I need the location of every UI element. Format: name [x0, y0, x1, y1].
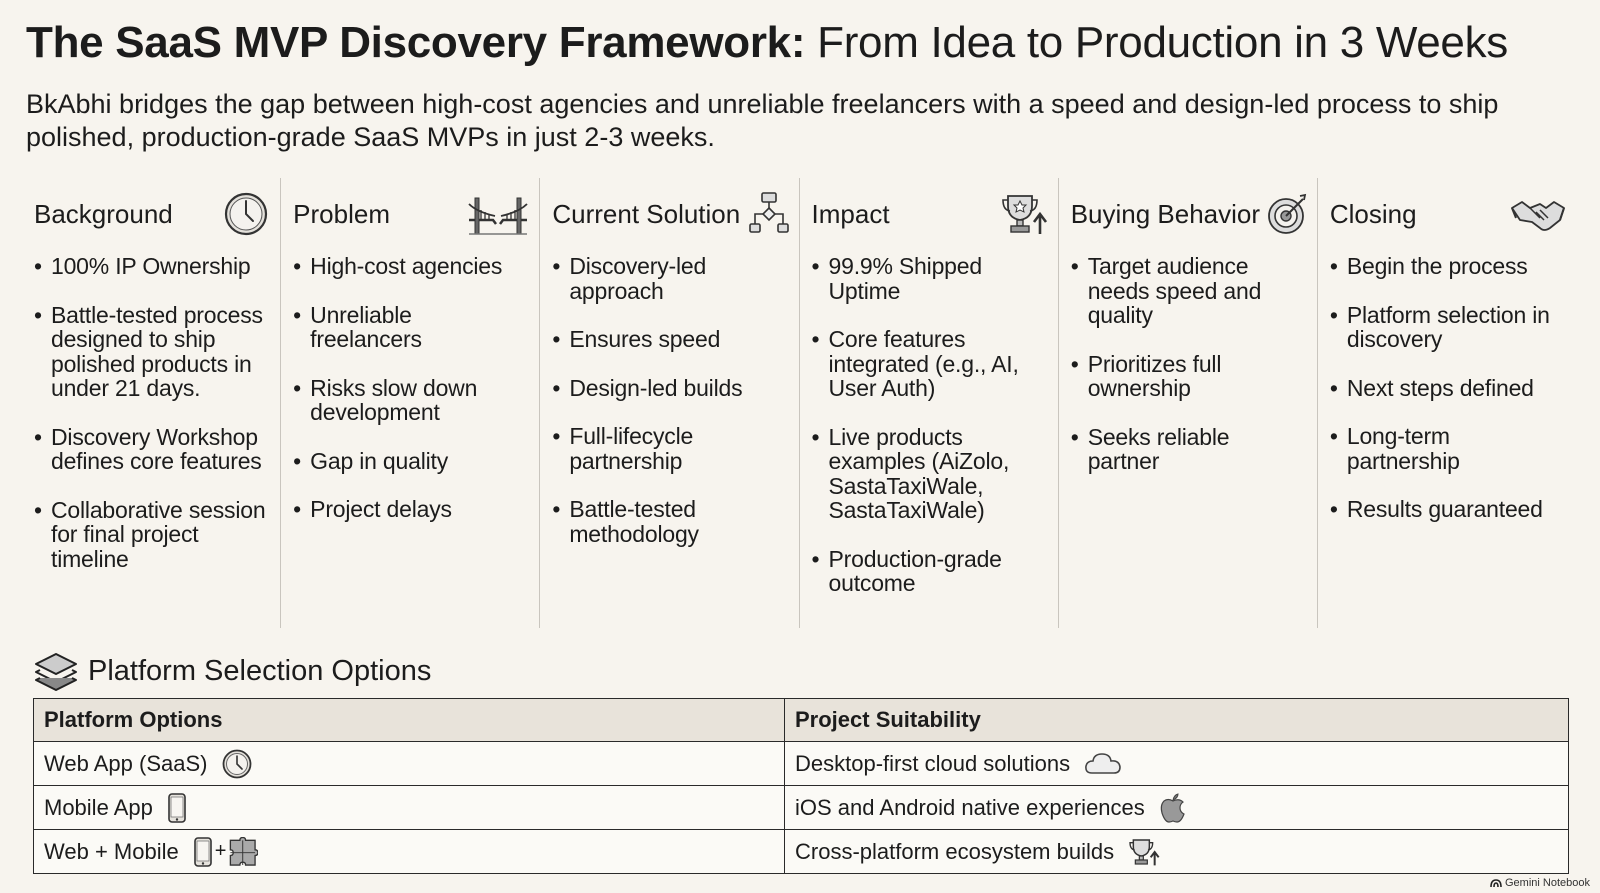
- list-item: Prioritizes full ownership: [1071, 351, 1307, 401]
- option-cell: Web App (SaaS): [33, 741, 785, 786]
- column-closing: Closing Begin the process Platform selec…: [1318, 178, 1576, 628]
- table-row: Web App (SaaS) Desktop-first cloud solut…: [33, 741, 1569, 786]
- section-title: Platform Selection Options: [88, 654, 432, 687]
- list-item: Production-grade outcome: [812, 546, 1048, 596]
- list-item: Begin the process: [1330, 254, 1566, 279]
- list-item: Collaborative session for final project …: [34, 497, 270, 572]
- column-header: Project Suitability: [784, 698, 1569, 742]
- table-row: Web + Mobile + Cross-platform ecosystem …: [33, 829, 1569, 874]
- list-item: Battle-tested process designed to ship p…: [34, 302, 270, 401]
- column-title: Current Solution: [552, 198, 741, 229]
- column-title: Closing: [1329, 198, 1417, 229]
- platform-table: Platform Options Project Suitability Web…: [33, 698, 1569, 874]
- list-item: Live products examples (AiZolo, SastaTax…: [812, 424, 1048, 523]
- table-row: Mobile App iOS and Android native experi…: [33, 785, 1569, 830]
- list-item: Long-term partnership: [1330, 424, 1566, 473]
- suitability-label: Desktop-first cloud solutions: [795, 750, 1071, 776]
- suitability-cell: Desktop-first cloud solutions: [784, 741, 1569, 786]
- list-item: Discovery Workshop defines core features: [34, 424, 270, 474]
- column-title: Buying Behavior: [1070, 198, 1261, 229]
- list-item: 100% IP Ownership: [34, 254, 270, 279]
- column-background: Background 100% IP Ownership Battle-test…: [22, 178, 282, 628]
- table-header-row: Platform Options Project Suitability: [33, 698, 1569, 742]
- list-item: Target audience needs speed and quality: [1071, 254, 1307, 328]
- list-item: Seeks reliable partner: [1071, 424, 1307, 474]
- option-label: Web App (SaaS): [44, 750, 208, 776]
- suitability-label: iOS and Android native experiences: [795, 794, 1145, 820]
- cloud-icon: [1084, 751, 1122, 777]
- broken-bridge-icon: [467, 190, 529, 238]
- gemini-logo-icon: [1490, 878, 1502, 887]
- page-title: The SaaS MVP Discovery Framework: From I…: [26, 18, 1508, 68]
- list-item: Design-led builds: [552, 375, 788, 401]
- column-title: Problem: [293, 198, 390, 229]
- handshake-icon: [1510, 190, 1566, 238]
- list-item: Gap in quality: [293, 448, 529, 474]
- list-item: Risks slow down development: [293, 375, 529, 425]
- title-bold: The SaaS MVP Discovery Framework:: [26, 18, 806, 67]
- flowchart-icon: [748, 190, 789, 238]
- column-problem: Problem High-cost agencies Unreliable fr…: [281, 178, 541, 628]
- list-item: Unreliable freelancers: [293, 302, 529, 352]
- trophy-arrow-icon: [1128, 836, 1160, 868]
- phone-icon: [193, 836, 212, 867]
- column-header: Platform Options: [33, 698, 785, 742]
- suitability-cell: iOS and Android native experiences: [784, 785, 1569, 830]
- list-item: Battle-tested methodology: [552, 497, 788, 546]
- trophy-arrow-icon: [1000, 190, 1048, 238]
- platform-section-heading: Platform Selection Options: [34, 650, 431, 692]
- column-impact: Impact 99.9% Shipped Uptime Core feature…: [800, 178, 1059, 628]
- list-item: Results guaranteed: [1330, 497, 1566, 522]
- clock-icon: [221, 748, 253, 780]
- list-item: Project delays: [293, 497, 529, 522]
- clock-icon: [222, 190, 270, 238]
- list-item: Ensures speed: [552, 327, 788, 352]
- list-item: Next steps defined: [1330, 375, 1566, 401]
- phone-plus-puzzle-icon: +: [193, 836, 259, 868]
- option-label: Web + Mobile: [44, 838, 179, 864]
- column-buying-behavior: Buying Behavior Target audience needs sp…: [1059, 178, 1318, 628]
- layers-icon: [35, 653, 77, 691]
- column-title: Background: [34, 198, 173, 229]
- suitability-label: Cross-platform ecosystem builds: [795, 838, 1115, 864]
- list-item: Discovery-led approach: [552, 254, 788, 303]
- phone-icon: [167, 792, 187, 824]
- suitability-cell: Cross-platform ecosystem builds: [784, 829, 1569, 874]
- option-label: Mobile App: [44, 794, 153, 820]
- footer-brand: Gemini Notebook: [1490, 877, 1590, 889]
- footer-brand-text: Gemini Notebook: [1505, 877, 1590, 889]
- target-icon: [1267, 190, 1307, 238]
- plus-sign: +: [214, 840, 227, 862]
- column-title: Impact: [811, 198, 890, 229]
- title-rest: From Idea to Production in 3 Weeks: [817, 18, 1509, 67]
- option-cell: Web + Mobile +: [33, 829, 785, 874]
- puzzle-icon: [230, 836, 259, 866]
- list-item: Full-lifecycle partnership: [552, 424, 788, 473]
- apple-icon: [1159, 792, 1187, 824]
- list-item: Core features integrated (e.g., AI, User…: [812, 327, 1048, 401]
- list-item: High-cost agencies: [293, 254, 529, 279]
- list-item: 99.9% Shipped Uptime: [812, 254, 1048, 303]
- option-cell: Mobile App: [33, 785, 785, 830]
- list-item: Platform selection in discovery: [1330, 302, 1566, 352]
- framework-columns: Background 100% IP Ownership Battle-test…: [22, 178, 1576, 628]
- page-subtitle: BkAbhi bridges the gap between high-cost…: [26, 89, 1499, 152]
- column-current-solution: Current Solution Discovery-led approach …: [540, 178, 800, 628]
